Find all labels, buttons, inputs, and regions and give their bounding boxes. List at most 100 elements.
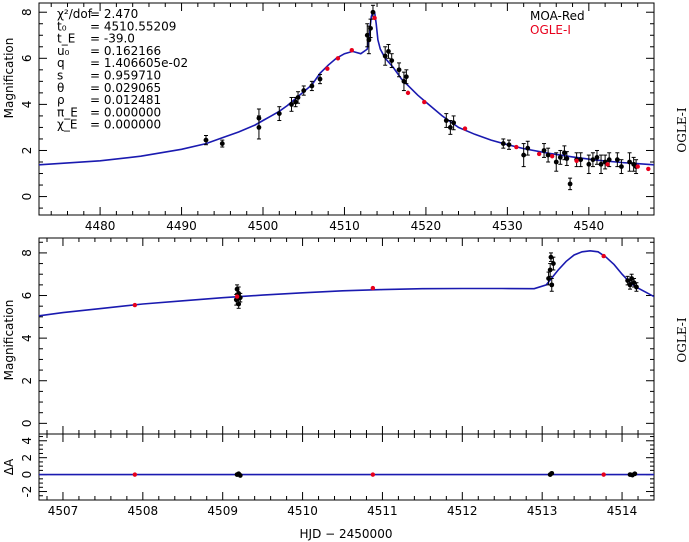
residuals-x-tick-label: 4507: [48, 504, 79, 518]
zoom-plot-area: [39, 249, 654, 317]
zoom-y-tick-label: 8: [20, 249, 34, 257]
zoom-y-tick-label: 0: [20, 420, 34, 428]
ogle-i-point: [325, 66, 330, 71]
param-value: = -39.0: [90, 32, 135, 46]
ogle-i-point: [405, 90, 411, 96]
top-x-tick-label: 4500: [248, 219, 279, 233]
top-y-axis-title: Magnification: [2, 38, 16, 119]
residual-panel: 4507 4508 4509 4510 4511 4512 4513 4514 -2 0 2 4: [20, 433, 655, 518]
moa-red-point: [451, 120, 457, 126]
ogle-i-point: [635, 164, 640, 169]
top-panel: 4480 4490 4500 4510 4520 4530 4540 0 2 4 6 8: [20, 2, 655, 233]
ogle-i-point: [574, 158, 579, 164]
zoom-frame: [38, 237, 655, 435]
ogle-i-point: [335, 56, 341, 61]
residuals-frame: [38, 433, 655, 501]
zoom-side-label: OGLE-I: [675, 317, 689, 362]
moa-red-point: [525, 145, 531, 151]
legend-ogle-i: OGLE-I: [530, 23, 571, 37]
residuals-y-tick-label: 0: [20, 471, 34, 479]
moa-red-point: [403, 74, 409, 80]
moa-red-point: [396, 67, 402, 73]
model-parameters: χ²/dof= 2.470 t₀ = 4510.55209 t_E = -39.0 u₀ =…: [57, 7, 188, 132]
param-value: = 1.406605e-02: [90, 56, 188, 70]
moa-red-point: [401, 78, 407, 84]
moa-red-point: [627, 159, 632, 165]
ogle-i-point: [349, 48, 354, 53]
legend-moa-red: MOA-Red: [530, 9, 585, 23]
moa-red-point: [541, 148, 547, 153]
zoom-model-curve: [39, 249, 654, 317]
moa-red-point: [447, 125, 453, 130]
zoom-y-axis-title: Magnification: [2, 300, 16, 381]
residuals-x-tick-label: 4511: [367, 504, 398, 518]
moa-red-point: [293, 99, 298, 105]
moa-red-point: [590, 157, 596, 163]
ogle-i-point: [132, 472, 138, 477]
zoom-y-tick-label: 2: [20, 377, 34, 385]
param-name: s: [57, 69, 63, 83]
moa-red-point: [550, 261, 556, 266]
moa-red-point: [627, 282, 633, 288]
moa-red-point: [317, 76, 323, 82]
ogle-i-point: [536, 151, 542, 157]
param-value: = 4510.55209: [90, 19, 176, 33]
moa-red-point: [549, 282, 555, 288]
ogle-i-point: [549, 154, 555, 159]
moa-red-point: [547, 267, 553, 273]
residuals-y-tick-label: 4: [20, 437, 34, 445]
param-name: χ_E: [57, 118, 78, 132]
moa-red-point: [301, 88, 307, 93]
param-name: t_E: [57, 32, 75, 46]
moa-red-point: [545, 152, 551, 158]
zoom-y-tick-label: 4: [20, 334, 34, 342]
moa-red-point: [546, 276, 551, 281]
ogle-i-point: [646, 166, 651, 172]
moa-red-point: [564, 156, 570, 161]
ogle-i-point: [372, 15, 377, 21]
moa-red-point: [634, 284, 639, 290]
top-frame: [38, 2, 655, 216]
moa-red-point: [289, 101, 294, 107]
moa-red-point: [389, 58, 395, 64]
residuals-x-tick-label: 4513: [527, 504, 558, 518]
top-y-tick-label: 2: [20, 147, 34, 155]
param-value: = 0.029065: [90, 81, 161, 95]
moa-red-point: [506, 142, 512, 148]
ogle-i-point: [132, 302, 138, 308]
moa-red-point: [561, 150, 567, 156]
param-name: t₀: [57, 19, 67, 33]
param-value: = 2.470: [90, 7, 138, 21]
moa-red-point: [382, 53, 388, 59]
moa-red-point: [625, 278, 631, 284]
moa-red-point: [632, 471, 638, 477]
param-name: θ: [57, 81, 64, 95]
top-x-tick-label: 4520: [411, 219, 442, 233]
moa-red-point: [606, 157, 612, 163]
ogle-i-point: [370, 472, 376, 477]
ogle-i-point: [605, 162, 610, 167]
residuals-x-tick-label: 4509: [207, 504, 238, 518]
ogle-i-point: [422, 99, 427, 105]
moa-red-point: [366, 37, 372, 43]
moa-red-point: [594, 154, 600, 160]
top-x-tick-label: 4480: [85, 219, 116, 233]
param-name: π_E: [57, 105, 78, 119]
moa-red-point: [521, 152, 527, 158]
moa-red-point: [443, 118, 449, 123]
moa-red-point: [219, 141, 225, 146]
param-value: = 0.162166: [90, 44, 161, 58]
ogle-i-point: [601, 253, 606, 259]
moa-red-point: [500, 141, 506, 146]
moa-red-point: [256, 115, 262, 121]
moa-red-point: [614, 157, 620, 163]
moa-red-point: [368, 25, 373, 31]
moa-red-point: [619, 164, 624, 170]
moa-red-point: [295, 95, 301, 100]
moa-red-point: [586, 161, 592, 167]
ogle-i-point: [601, 472, 606, 477]
moa-red-point: [567, 181, 573, 187]
top-x-tick-label: 4540: [574, 219, 605, 233]
ogle-i-point: [514, 144, 519, 150]
